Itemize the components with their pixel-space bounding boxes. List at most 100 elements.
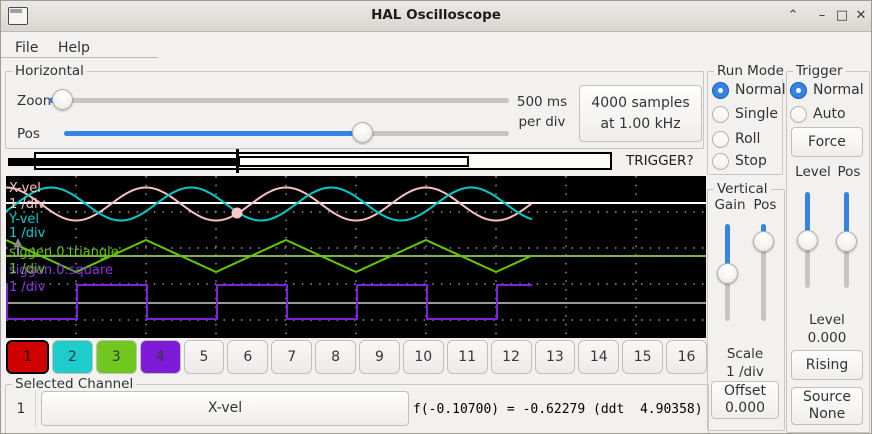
maximize-icon[interactable]: □: [835, 8, 849, 23]
trigger-force-button[interactable]: Force: [791, 127, 863, 157]
channel-button-16[interactable]: 16: [666, 340, 707, 374]
minimize-icon[interactable]: –: [818, 8, 826, 23]
timebase-readout: 500 ms per div: [513, 92, 571, 132]
scope-channel-label: 1 /div: [9, 197, 46, 212]
trigger-source-button[interactable]: Source None: [791, 387, 863, 425]
horizontal-zoom-slider[interactable]: [49, 89, 509, 111]
trigger-radio-normal[interactable]: [790, 82, 807, 99]
samples-button-line1: 4000 samples: [591, 94, 690, 111]
vertical-offset-line1: Offset: [723, 383, 767, 399]
scope-channel-label: 1 /div: [9, 280, 46, 295]
trace-siggen.0.triangle: [6, 239, 533, 273]
trigger-level-track: [805, 241, 810, 288]
trigger-group-label: Trigger: [793, 63, 846, 79]
trace-Y-vel: [6, 186, 533, 222]
channel-button-12[interactable]: 12: [490, 340, 532, 374]
channel-button-2[interactable]: 2: [51, 340, 93, 374]
trigger-source-line1: Source: [802, 389, 852, 405]
channel-button-11[interactable]: 11: [446, 340, 488, 374]
selected-channel-formula: f(-0.10700) = -0.62279 (ddt 4.90358): [413, 402, 703, 417]
gain-slider-thumb[interactable]: [717, 263, 738, 284]
channel-button-8[interactable]: 8: [315, 340, 356, 374]
horizontal-pos-slider[interactable]: [64, 122, 509, 144]
vertical-pos-slider[interactable]: [753, 224, 775, 321]
close-icon[interactable]: ✕: [855, 8, 867, 23]
channel-button-10[interactable]: 10: [402, 340, 444, 374]
channel-button-13[interactable]: 13: [534, 340, 576, 374]
trigger-level-value: 0.000: [807, 330, 847, 346]
gain-slider-label: Gain: [714, 197, 746, 213]
trigger-level-slider-label: Level: [795, 164, 831, 180]
record-trigger-tick: [236, 149, 239, 173]
run-mode-group: Run Mode: [707, 63, 787, 175]
vertical-gain-slider[interactable]: [717, 224, 739, 321]
vertical-pos-thumb[interactable]: [753, 231, 774, 252]
trigger-pos-track: [844, 242, 849, 288]
run-mode-group-label: Run Mode: [714, 63, 787, 79]
scope-channel-label: 1 /div: [9, 262, 46, 277]
timebase-value: 500 ms: [516, 94, 568, 110]
trigger-radio-auto[interactable]: [790, 106, 807, 123]
samples-button-line2: at 1.00 kHz: [600, 115, 681, 132]
trigger-radio-label-auto: Auto: [813, 106, 846, 122]
trigger-status-label: TRIGGER?: [626, 153, 694, 169]
horizontal-group-label: Horizontal: [12, 63, 87, 79]
run-mode-radio-roll[interactable]: [712, 131, 729, 148]
menu-help[interactable]: Help: [58, 40, 90, 56]
channel-button-6[interactable]: 6: [227, 340, 269, 374]
vertical-scale-caption: Scale: [726, 346, 764, 362]
channel-button-7[interactable]: 7: [271, 340, 313, 374]
vertical-offset-button[interactable]: Offset 0.000: [711, 381, 779, 419]
trigger-source-line2: None: [808, 406, 846, 422]
trigger-level-slider[interactable]: [797, 192, 819, 288]
run-mode-radio-label-normal: Normal: [735, 82, 786, 98]
selected-channel-name-button[interactable]: X-vel: [41, 391, 409, 426]
menu-underline: [1, 57, 158, 58]
window-title: HAL Oscilloscope: [371, 7, 501, 23]
zoom-slider-track: [49, 98, 509, 103]
menu-file[interactable]: File: [15, 40, 39, 56]
channel-button-5[interactable]: 5: [183, 340, 225, 374]
trigger-edge-button[interactable]: Rising: [791, 350, 863, 380]
trigger-pos-thumb[interactable]: [836, 231, 857, 252]
run-mode-radio-stop[interactable]: [712, 153, 729, 170]
title-bar: HAL Oscilloscope ⌃ – □ ✕: [1, 1, 871, 32]
pos-slider-fill: [64, 131, 363, 136]
run-mode-radio-label-roll: Roll: [735, 131, 761, 147]
trigger-level-thumb[interactable]: [797, 230, 818, 251]
trigger-pos-slider-label: Pos: [837, 164, 861, 180]
vertical-scale-readout: Scale 1 /div: [707, 345, 783, 381]
gain-slider-fill: [725, 224, 730, 274]
selected-sample-marker[interactable]: [231, 207, 243, 219]
vertical-pos-track: [761, 242, 766, 321]
channel-button-4[interactable]: 4: [139, 340, 181, 374]
record-captured-bar: [8, 158, 238, 166]
shade-icon[interactable]: ⌃: [787, 8, 799, 23]
run-mode-radio-normal[interactable]: [712, 82, 729, 99]
horizontal-group: Horizontal: [5, 63, 704, 149]
zoom-slider-thumb[interactable]: [52, 89, 73, 110]
gain-slider-track: [725, 274, 730, 321]
trace-siggen.0.square: [6, 284, 532, 320]
scope-channel-label: Y-vel: [8, 212, 39, 227]
channel-button-3[interactable]: 3: [95, 340, 137, 374]
channel-button-14[interactable]: 14: [578, 340, 620, 374]
channel-button-15[interactable]: 15: [622, 340, 664, 374]
scope-channel-label: siggen.0.triangle: [9, 245, 119, 260]
run-mode-radio-single[interactable]: [712, 106, 729, 123]
trace-X-vel: [6, 186, 533, 222]
trigger-radio-list: Normal Auto: [786, 71, 868, 131]
channel-button-9[interactable]: 9: [359, 340, 400, 374]
run-mode-radio-label-single: Single: [735, 106, 779, 122]
trigger-level-caption: Level: [809, 312, 845, 328]
trigger-level-readout: Level 0.000: [787, 311, 867, 347]
samples-button[interactable]: 4000 samples at 1.00 kHz: [579, 85, 702, 142]
zoom-slider-label: Zoom: [17, 93, 56, 109]
channel-button-1[interactable]: 1: [6, 340, 49, 374]
pos-slider-thumb[interactable]: [352, 122, 373, 143]
channel-button-row: 1 2 3 4 5 6 7 8 9 10 11 12 13 14 15 16: [6, 340, 707, 374]
trigger-pos-slider[interactable]: [836, 192, 858, 288]
trigger-radio-label-normal: Normal: [813, 82, 864, 98]
